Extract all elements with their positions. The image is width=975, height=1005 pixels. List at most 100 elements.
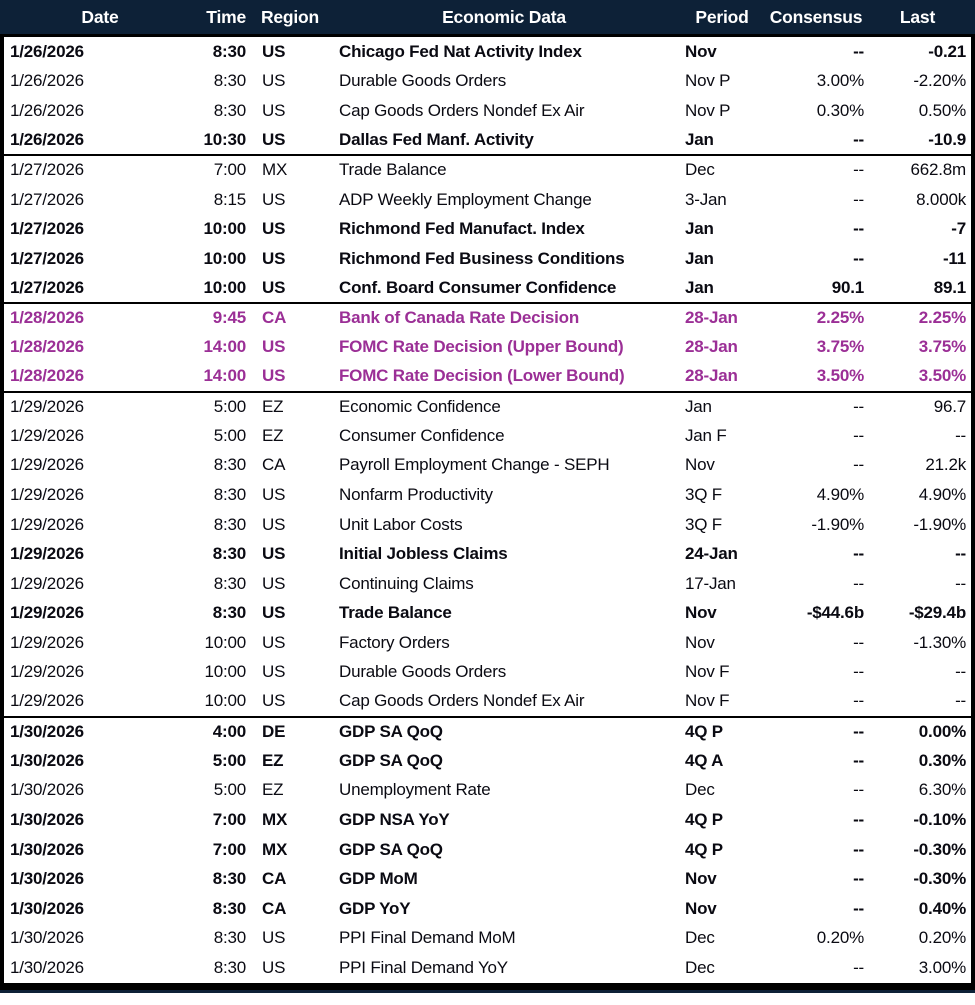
last-cell: 96.7 [933,396,966,416]
economic-data-cell: Chicago Fed Nat Activity Index [339,41,582,61]
period-cell: Nov P [685,71,731,91]
period-cell: Nov [685,603,717,623]
time-cell: 4:00 [212,721,246,741]
region-cell: US [262,928,286,948]
consensus-cell: 3.00% [816,71,864,91]
consensus-cell: -- [853,455,864,475]
date-cell: 1/26/2026 [4,125,200,157]
last-cell: -10.9 [864,125,971,157]
period-cell: Nov [685,455,715,475]
period-cell: Nov F [685,662,730,682]
table-row: 1/28/2026 14:00 US FOMC Rate Decision (U… [4,332,971,362]
time-cell: 5:00 [213,780,246,800]
last-cell: 0.00% [918,721,966,741]
region-cell: EZ [262,780,284,800]
time-cell: 7:00 [212,839,246,859]
column-header-last: Last [899,6,936,27]
time-cell: 14:00 [200,362,248,393]
last-cell: 8.000k [916,189,966,209]
table-row: 1/30/2026 4:00 DE GDP SA QoQ 4Q P -- 0.0… [4,717,971,747]
date-cell: 1/29/2026 [10,544,84,564]
date-cell: 1/26/2026 [10,41,84,61]
time-cell: 8:15 [213,189,246,209]
economic-data-cell: GDP NSA YoY [339,809,450,829]
table-row: 1/27/2026 10:00 US Richmond Fed Manufact… [4,214,971,244]
economic-data-cell: Factory Orders [339,632,450,652]
last-cell: 21.2k [925,455,966,475]
region-cell: US [248,125,332,157]
economic-data-cell: Nonfarm Productivity [339,484,493,504]
time-cell: 8:30 [213,484,246,504]
consensus-cell: -- [853,632,864,652]
time-cell: 8:30 [213,573,246,593]
last-cell: 0.40% [918,898,966,918]
last-cell: -- [955,662,966,682]
period-cell: Nov P [685,100,731,120]
period-cell: 4Q P [685,721,723,741]
time-cell: 14:00 [203,337,247,357]
table-row: 1/26/2026 8:30 US Durable Goods Orders N… [4,67,971,97]
time-cell: 8:30 [213,957,246,977]
economic-data-cell: Economic Confidence [339,396,501,416]
region-cell: US [262,514,286,534]
time-cell: 8:30 [212,544,246,564]
time-cell: 5:00 [212,750,246,770]
time-cell: 8:30 [213,455,246,475]
table-body: 1/26/2026 8:30 US Chicago Fed Nat Activi… [0,34,975,990]
consensus-cell: 0.20% [816,928,864,948]
region-cell: US [248,273,332,304]
date-cell: 1/30/2026 [10,780,84,800]
consensus-cell: -- [853,396,864,416]
time-cell: 10:30 [200,125,248,157]
last-cell: -11 [942,248,966,268]
economic-data-cell: Unit Labor Costs [339,514,463,534]
table-row: 1/29/2026 8:30 CA Payroll Employment Cha… [4,451,971,481]
last-cell: 3.00% [918,957,966,977]
region-cell: EZ [262,425,284,445]
economic-data-cell: GDP YoY [339,898,411,918]
period-cell: 4Q A [685,750,724,770]
table-header: Date Time Region Economic Data Period Co… [0,0,975,34]
table-row: 1/30/2026 8:30 CA GDP YoY Nov -- 0.40% [4,894,971,924]
consensus-cell: -- [768,687,864,718]
time-cell: 5:00 [213,425,246,445]
table-row: 1/30/2026 8:30 CA GDP MoM Nov -- -0.30% [4,864,971,894]
economic-data-cell: Dallas Fed Manf. Activity [332,125,676,157]
region-cell: US [262,248,286,268]
date-cell: 1/29/2026 [10,573,84,593]
region-cell: EZ [262,396,284,416]
last-cell: -0.30% [913,869,966,889]
economic-data-cell: Richmond Fed Business Conditions [339,248,625,268]
table-row: 1/29/2026 8:30 US Unit Labor Costs 3Q F … [4,510,971,540]
table-row: 1/27/2026 7:00 MX Trade Balance Dec -- 6… [4,155,971,185]
date-cell: 1/28/2026 [10,308,84,328]
date-cell: 1/29/2026 [10,603,84,623]
region-cell: US [262,632,286,652]
time-cell: 8:30 [213,100,246,120]
region-cell: US [262,41,286,61]
time-cell: 5:00 [213,396,246,416]
table-row: 1/27/2026 10:00 US Conf. Board Consumer … [4,273,971,304]
last-cell: 6.30% [918,780,966,800]
date-cell: 1/28/2026 [4,362,200,393]
time-cell: 9:45 [212,308,246,328]
table-row: 1/30/2026 8:30 US PPI Final Demand YoY D… [4,953,971,983]
table-row: 1/28/2026 14:00 US FOMC Rate Decision (L… [4,362,971,393]
consensus-cell: 90.1 [768,273,864,304]
date-cell: 1/27/2026 [4,273,200,304]
economic-data-cell: Trade Balance [339,160,447,180]
economic-data-cell: Cap Goods Orders Nondef Ex Air [339,100,585,120]
consensus-cell: -- [853,219,864,239]
last-cell: -1.30% [913,632,966,652]
time-cell: 8:30 [212,603,246,623]
column-header-consensus: Consensus [769,6,863,27]
last-cell: 4.90% [918,484,966,504]
last-cell: 0.30% [918,750,966,770]
table-row: 1/29/2026 5:00 EZ Consumer Confidence Ja… [4,421,971,451]
time-cell: 10:00 [204,632,246,652]
date-cell: 1/29/2026 [10,632,84,652]
region-cell: US [262,603,286,623]
region-cell: CA [262,869,287,889]
last-cell: 0.20% [918,928,966,948]
